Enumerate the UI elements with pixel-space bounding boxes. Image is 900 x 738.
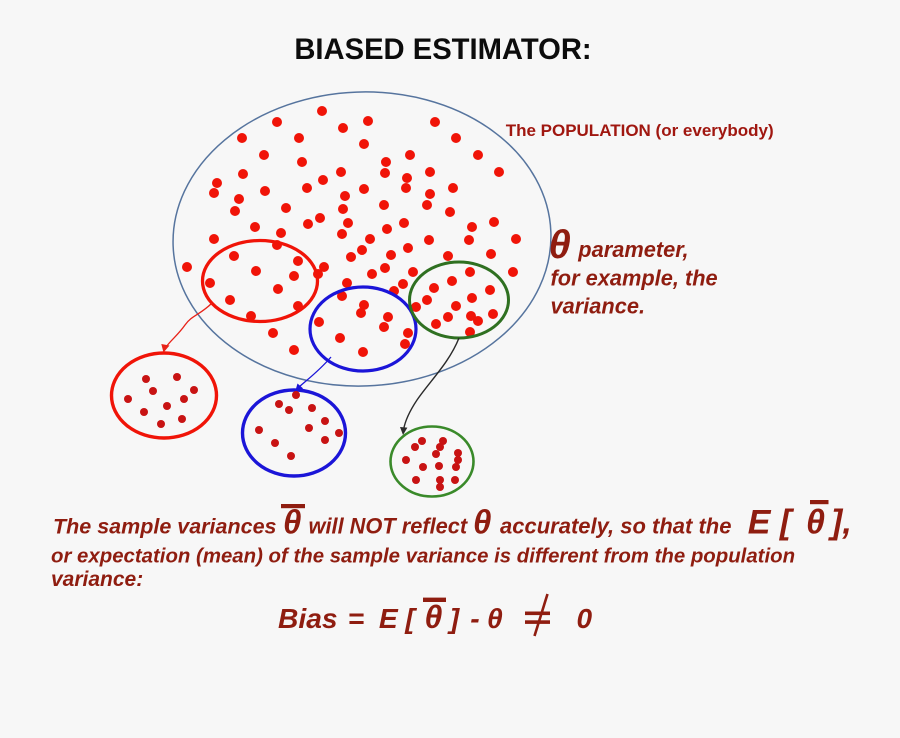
svg-text:-: - [470, 602, 479, 634]
svg-text:accurately, so that the: accurately, so that the [500, 514, 731, 539]
svg-text:θ: θ [806, 504, 825, 542]
svg-text:BIASED ESTIMATOR:: BIASED ESTIMATOR: [294, 34, 591, 66]
svg-text:E [: E [ [748, 504, 795, 542]
svg-text:θ: θ [549, 223, 571, 267]
svg-text:or expectation (mean) of the s: or expectation (mean) of the sample vari… [51, 546, 795, 568]
svg-text:The POPULATION (or everybody): The POPULATION (or everybody) [506, 121, 774, 140]
svg-text:Bias: Bias [278, 602, 338, 634]
svg-text:will NOT reflect: will NOT reflect [309, 514, 468, 539]
svg-text:]: ] [447, 602, 461, 634]
svg-text:],: ], [828, 504, 852, 542]
svg-text:variance.: variance. [551, 294, 646, 319]
svg-text:parameter,: parameter, [577, 237, 688, 262]
svg-text:E: E [379, 602, 399, 634]
svg-text:=: = [348, 602, 364, 634]
svg-text:for example, the: for example, the [551, 266, 718, 291]
svg-text:θ: θ [283, 504, 301, 541]
svg-text:variance:: variance: [51, 568, 143, 591]
svg-text:θ: θ [425, 599, 443, 635]
svg-text:θ: θ [487, 602, 503, 634]
svg-text:[: [ [404, 602, 417, 634]
svg-text:0: 0 [577, 603, 593, 634]
svg-text:The sample variances: The sample variances [53, 515, 277, 539]
svg-text:θ: θ [473, 504, 491, 541]
